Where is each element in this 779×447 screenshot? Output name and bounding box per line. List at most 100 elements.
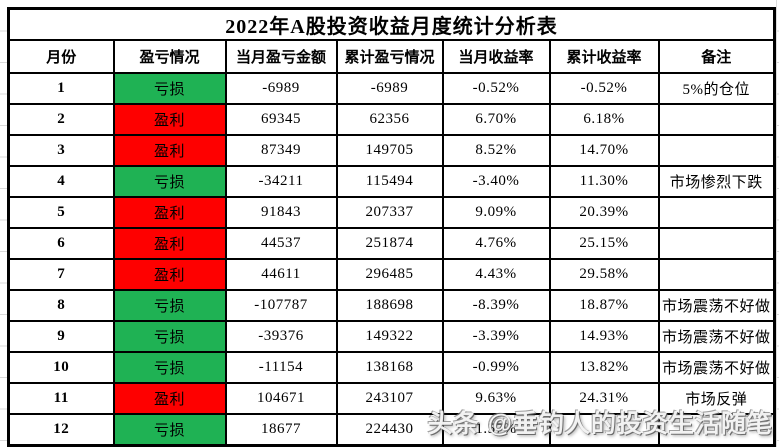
month-cell: 4 [7,165,115,198]
note-cell: 市场惨烈下跌 [657,165,776,198]
table-row: 4 亏损 -34211 115494 -3.40% 11.30% 市场惨烈下跌 [7,165,776,198]
cumulative-amount-cell: 207337 [335,196,444,229]
table-body: 2022年A股投资收益月度统计分析表 月份 盈亏情况 当月盈亏金额 累计盈亏情况… [7,7,776,446]
month-cell: 2 [7,103,115,136]
table-row: 8 亏损 -107787 188698 -8.39% 18.87% 市场震荡不好… [7,289,776,322]
cumulative-return-cell: 29.58% [548,258,660,291]
monthly-return-cell: 4.43% [441,258,551,291]
status-cell: 亏损 [112,351,227,384]
cumulative-amount-cell: 243107 [335,382,444,415]
note-cell: 市场震荡不好做 [657,351,776,384]
monthly-amount-cell: -11154 [224,351,338,384]
monthly-amount-cell: 87349 [224,134,338,167]
note-cell [657,196,776,229]
monthly-return-cell: 6.70% [441,103,551,136]
title-row: 2022年A股投资收益月度统计分析表 [7,7,776,41]
toutiao-watermark: 头条 @垂钓人的投资生活随笔 [427,410,773,438]
note-cell [657,258,776,291]
page-title: 2022年A股投资收益月度统计分析表 [7,7,776,41]
cumulative-return-cell: -0.52% [548,72,660,105]
monthly-return-cell: 1.57% [441,413,551,446]
status-cell: 盈利 [112,103,227,136]
table-row: 11 盈利 104671 243107 9.63% 24.31% 市场反弹 [7,382,776,415]
monthly-amount-cell: -6989 [224,72,338,105]
status-cell: 盈利 [112,258,227,291]
monthly-returns-table: 2022年A股投资收益月度统计分析表 月份 盈亏情况 当月盈亏金额 累计盈亏情况… [7,7,776,447]
column-header-status: 盈亏情况 [112,39,227,74]
cumulative-return-cell: 14.93% [548,320,660,353]
table-row: 5 盈利 91843 207337 9.09% 20.39% [7,196,776,229]
note-cell: 5%的仓位 [657,72,776,105]
column-header-month: 月份 [7,39,115,74]
table-row: 7 盈利 44611 296485 4.43% 29.58% [7,258,776,291]
month-cell: 5 [7,196,115,229]
monthly-return-cell: -0.99% [441,351,551,384]
status-cell: 亏损 [112,413,227,446]
note-cell [657,227,776,260]
monthly-return-cell: -3.39% [441,320,551,353]
status-cell: 盈利 [112,382,227,415]
note-cell: 市场震荡不好做 [657,320,776,353]
status-cell: 亏损 [112,72,227,105]
table-row: 6 盈利 44537 251874 4.76% 25.15% [7,227,776,260]
cumulative-return-cell: 11.30% [548,165,660,198]
note-cell [657,134,776,167]
cumulative-return-cell: 18.87% [548,289,660,322]
table-row: 10 亏损 -11154 138168 -0.99% 13.82% 市场震荡不好… [7,351,776,384]
status-cell: 亏损 [112,289,227,322]
monthly-return-cell: 8.52% [441,134,551,167]
month-cell: 10 [7,351,115,384]
column-header-monthly-return: 当月收益率 [441,39,551,74]
monthly-amount-cell: -107787 [224,289,338,322]
cumulative-return-cell: 6.18% [548,103,660,136]
table-row: 1 亏损 -6989 -6989 -0.52% -0.52% 5%的仓位 [7,72,776,105]
status-cell: 盈利 [112,134,227,167]
status-cell: 盈利 [112,196,227,229]
monthly-return-cell: -8.39% [441,289,551,322]
column-header-cumulative-return: 累计收益率 [548,39,660,74]
cumulative-return-cell: 25.15% [548,227,660,260]
header-row: 月份 盈亏情况 当月盈亏金额 累计盈亏情况 当月收益率 累计收益率 备注 [7,39,776,74]
monthly-amount-cell: -39376 [224,320,338,353]
table-row: 3 盈利 87349 149705 8.52% 14.70% [7,134,776,167]
status-cell: 亏损 [112,165,227,198]
cumulative-amount-cell: 62356 [335,103,444,136]
cumulative-amount-cell: 188698 [335,289,444,322]
status-cell: 盈利 [112,227,227,260]
cumulative-amount-cell: -6989 [335,72,444,105]
monthly-amount-cell: 104671 [224,382,338,415]
cumulative-return-cell: 24.31% [548,382,660,415]
note-cell [657,413,776,446]
note-cell [657,103,776,136]
cumulative-amount-cell: 149322 [335,320,444,353]
sheet-gridline-vertical [776,0,777,447]
month-cell: 3 [7,134,115,167]
month-cell: 6 [7,227,115,260]
monthly-return-cell: -0.52% [441,72,551,105]
table-row: 2 盈利 69345 62356 6.70% 6.18% [7,103,776,136]
cumulative-amount-cell: 251874 [335,227,444,260]
note-cell: 市场震荡不好做 [657,289,776,322]
month-cell: 7 [7,258,115,291]
month-cell: 9 [7,320,115,353]
cumulative-return-cell: 20.39% [548,196,660,229]
cumulative-amount-cell: 115494 [335,165,444,198]
month-cell: 12 [7,413,115,446]
sheet-gridlines-left [0,0,7,447]
cumulative-amount-cell: 149705 [335,134,444,167]
column-header-cumulative-amount: 累计盈亏情况 [335,39,444,74]
cumulative-return-cell: 14.70% [548,134,660,167]
cumulative-amount-cell: 138168 [335,351,444,384]
monthly-amount-cell: 18677 [224,413,338,446]
monthly-amount-cell: 69345 [224,103,338,136]
cumulative-amount-cell: 296485 [335,258,444,291]
note-cell: 市场反弹 [657,382,776,415]
table-row: 9 亏损 -39376 149322 -3.39% 14.93% 市场震荡不好做 [7,320,776,353]
column-header-monthly-amount: 当月盈亏金额 [224,39,338,74]
status-cell: 亏损 [112,320,227,353]
monthly-return-cell: 9.63% [441,382,551,415]
monthly-return-cell: -3.40% [441,165,551,198]
monthly-return-cell: 4.76% [441,227,551,260]
monthly-amount-cell: 91843 [224,196,338,229]
monthly-amount-cell: 44537 [224,227,338,260]
